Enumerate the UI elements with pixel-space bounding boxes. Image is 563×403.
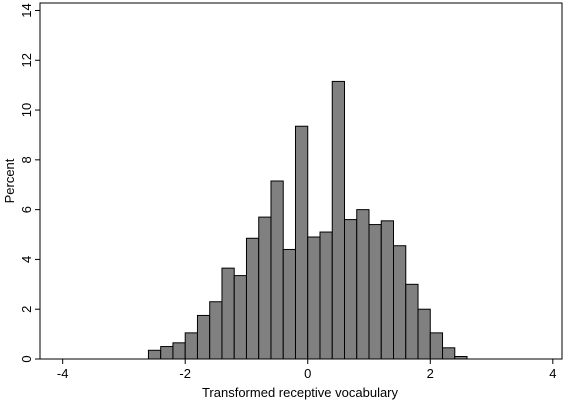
x-tick-label: -4 [57,366,69,381]
x-tick-label: 4 [549,366,556,381]
bar [209,301,223,360]
bar [294,125,309,360]
bar [233,275,247,360]
bar [196,314,211,360]
bar [319,231,333,360]
bar [160,346,174,360]
bar [405,283,419,360]
bar [429,332,444,360]
y-tick-label: 8 [19,156,34,163]
y-tick-label: 4 [19,256,34,263]
bar [393,245,407,360]
y-tick-label: 14 [19,3,34,17]
bar [356,209,370,360]
bar [258,216,272,360]
bar [344,219,358,360]
bar [282,248,296,360]
y-tick-label: 2 [19,306,34,313]
bar [270,180,284,360]
bar [331,80,346,360]
y-tick-label: 12 [19,53,34,67]
bar [184,332,198,360]
x-tick-label: 0 [304,366,311,381]
bar [147,349,162,360]
bar [172,342,186,360]
plot-frame [39,2,563,360]
y-axis-title: Percent [2,158,17,203]
y-tick-label: 0 [19,355,34,362]
bar [442,347,456,360]
x-tick-label: -2 [179,366,191,381]
bar [307,236,321,360]
bar [417,308,431,360]
y-tick-label: 10 [19,103,34,117]
bar [221,267,235,360]
bar [245,237,260,360]
y-tick-label: 6 [19,206,34,213]
bar [368,224,382,360]
bar [380,220,395,360]
x-axis-title: Transformed receptive vocabulary [202,385,399,400]
x-tick-label: 2 [427,366,434,381]
